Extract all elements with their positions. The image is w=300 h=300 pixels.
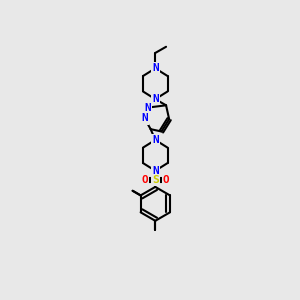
Text: N: N xyxy=(152,94,159,104)
Text: N: N xyxy=(152,166,159,176)
Text: O: O xyxy=(141,175,148,185)
Text: N: N xyxy=(144,103,151,112)
Text: N: N xyxy=(152,135,159,145)
Text: N: N xyxy=(152,63,159,73)
Text: O: O xyxy=(163,175,170,185)
Text: N: N xyxy=(141,113,148,123)
Text: S: S xyxy=(152,175,159,185)
